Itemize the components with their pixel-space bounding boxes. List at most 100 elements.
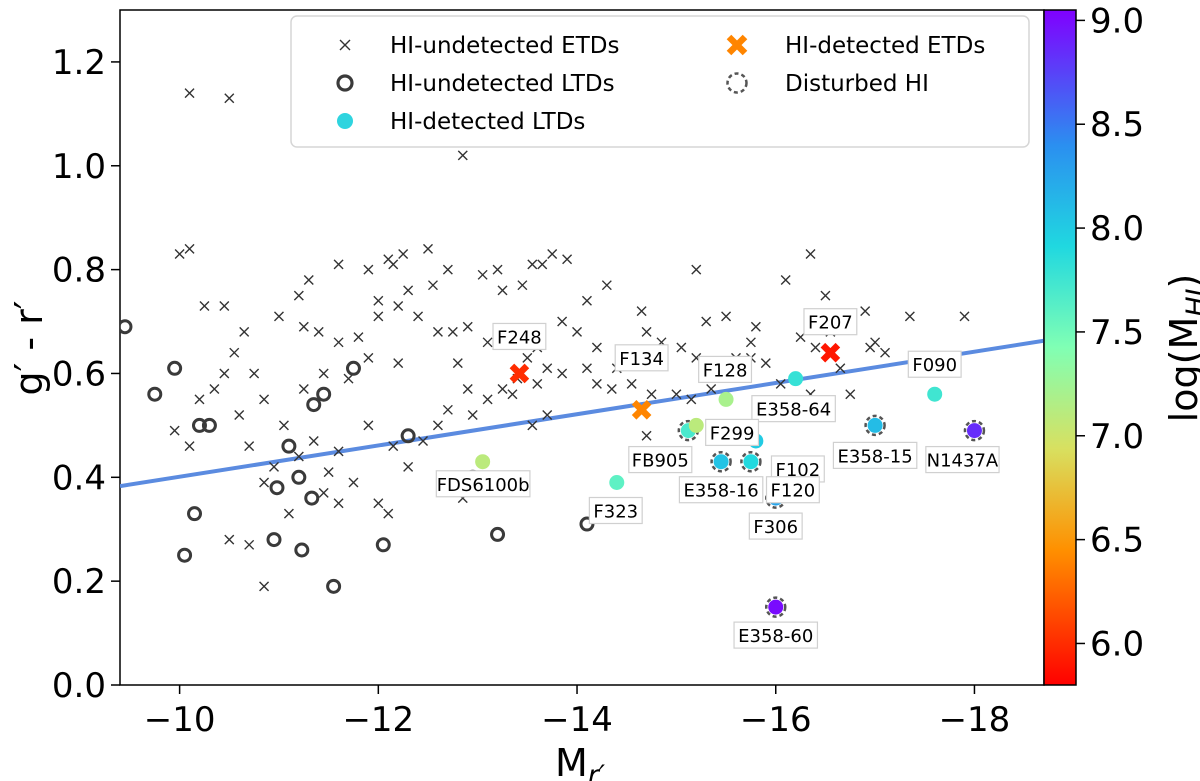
etd-undetected-point xyxy=(303,275,314,285)
etd-undetected-point xyxy=(676,342,687,353)
ltd-undetected-point xyxy=(316,386,332,402)
etd-undetected-point xyxy=(477,269,488,280)
annotation-label: F128 xyxy=(703,360,748,381)
etd-undetected-point xyxy=(259,394,270,405)
y-tick-label: 0.8 xyxy=(52,251,106,291)
etd-undetected-point xyxy=(636,306,647,317)
etd-undetected-point xyxy=(691,264,702,275)
etd-undetected-point xyxy=(959,311,970,322)
ltd-undetected-point xyxy=(177,547,193,563)
annotation-box xyxy=(765,476,820,504)
ltd-undetected-point xyxy=(345,360,361,376)
y-tick-label: 1.0 xyxy=(52,147,106,187)
etd-undetected-point xyxy=(363,264,374,275)
etd-undetected-point xyxy=(457,150,468,161)
etd-undetected-point xyxy=(308,435,319,446)
legend-marker-x xyxy=(339,39,351,51)
legend-marker-filled-circle xyxy=(337,113,353,129)
etd-undetected-point xyxy=(532,378,543,389)
legend-label: HI-undetected LTDs xyxy=(390,71,615,97)
colorbar-gradient xyxy=(1043,9,1077,686)
etd-undetected-point xyxy=(671,389,682,400)
etd-undetected-point xyxy=(527,420,538,431)
etd-undetected-point xyxy=(318,487,329,498)
x-tick-label: −16 xyxy=(740,700,812,740)
etd-undetected-point xyxy=(482,337,493,348)
etd-undetected-point xyxy=(398,249,409,260)
colorbar-tick-label: 6.0 xyxy=(1090,624,1144,664)
annotation-label: F102 xyxy=(776,460,821,481)
etd-undetected-point xyxy=(393,358,404,369)
ltd-undetected-point xyxy=(147,386,163,402)
etd-undetected-point xyxy=(572,326,583,337)
etd-undetected-point xyxy=(234,410,245,420)
etd-undetected-point xyxy=(413,311,424,322)
etd-undetected-point xyxy=(820,290,831,301)
etd-undetected-point xyxy=(194,394,205,405)
etd-undetected-point xyxy=(244,441,255,452)
ltd-detected-point xyxy=(743,454,759,470)
colorbar-tick-label: 9.0 xyxy=(1090,1,1144,41)
etd-undetected-point xyxy=(224,534,235,545)
etd-undetected-point xyxy=(229,347,240,358)
disturbed-hi-ring xyxy=(864,414,886,437)
etd-undetected-point xyxy=(373,311,384,322)
legend-label: HI-detected LTDs xyxy=(390,109,585,135)
etd-undetected-point xyxy=(199,300,210,311)
annotation-box xyxy=(907,350,962,378)
ltd-undetected-point xyxy=(375,537,391,553)
etd-undetected-point xyxy=(706,384,717,395)
ltd-undetected-point xyxy=(400,428,416,444)
legend-marker-dashed-circle xyxy=(726,72,748,94)
etd-undetected-point xyxy=(343,373,354,384)
etd-undetected-point xyxy=(492,264,503,275)
annotation-label: FDS6100b xyxy=(437,475,530,496)
ltd-undetected-point xyxy=(326,578,342,594)
etd-undetected-point xyxy=(904,311,915,322)
etd-undetected-point xyxy=(432,420,443,431)
ltd-undetected-point xyxy=(266,532,282,548)
etd-undetected-point xyxy=(581,363,592,374)
etd-detected-point xyxy=(820,342,841,363)
etd-undetected-point xyxy=(880,347,891,358)
ltd-detected-point xyxy=(867,417,883,433)
etd-undetected-point xyxy=(591,342,602,353)
colorbar-tick-label: 7.0 xyxy=(1090,417,1144,457)
x-tick-label: −10 xyxy=(144,700,216,740)
etd-undetected-point xyxy=(701,316,712,327)
ltd-detected-point xyxy=(768,599,784,615)
ltd-detected-point xyxy=(688,417,704,433)
annotation-label: F090 xyxy=(912,355,957,376)
annotation-box xyxy=(628,445,693,474)
etd-undetected-point xyxy=(244,539,255,550)
etd-undetected-point xyxy=(562,254,573,265)
annotation-box xyxy=(588,496,643,525)
ltd-undetected-point xyxy=(281,438,297,454)
etd-undetected-point xyxy=(333,337,344,348)
legend-label: HI-undetected ETDs xyxy=(390,33,619,59)
etd-undetected-point xyxy=(209,384,220,395)
etd-undetected-point xyxy=(845,389,856,400)
colorbar-label: log(MHI) xyxy=(1162,274,1200,423)
etd-undetected-point xyxy=(219,300,230,311)
etd-undetected-point xyxy=(323,467,334,478)
etd-undetected-point xyxy=(269,461,279,472)
etd-undetected-point xyxy=(313,326,324,337)
etd-undetected-point xyxy=(542,410,553,420)
y-axis-label: g′ - r′ xyxy=(7,301,51,396)
annotation-label: E358-64 xyxy=(756,400,831,421)
etd-undetected-point xyxy=(760,358,771,369)
etd-undetected-point xyxy=(557,316,568,327)
etd-undetected-point xyxy=(537,259,548,270)
etd-undetected-point xyxy=(388,259,399,270)
ltd-detected-point xyxy=(475,454,491,470)
ltd-undetected-point xyxy=(304,490,320,506)
etd-undetected-point xyxy=(542,363,553,374)
etd-undetected-point xyxy=(259,477,270,488)
annotation-box xyxy=(435,470,531,498)
etd-undetected-point xyxy=(805,249,816,260)
etd-undetected-point xyxy=(423,243,433,254)
ltd-undetected-point xyxy=(291,469,307,485)
etd-undetected-point xyxy=(775,378,786,389)
annotation-box xyxy=(832,441,918,469)
